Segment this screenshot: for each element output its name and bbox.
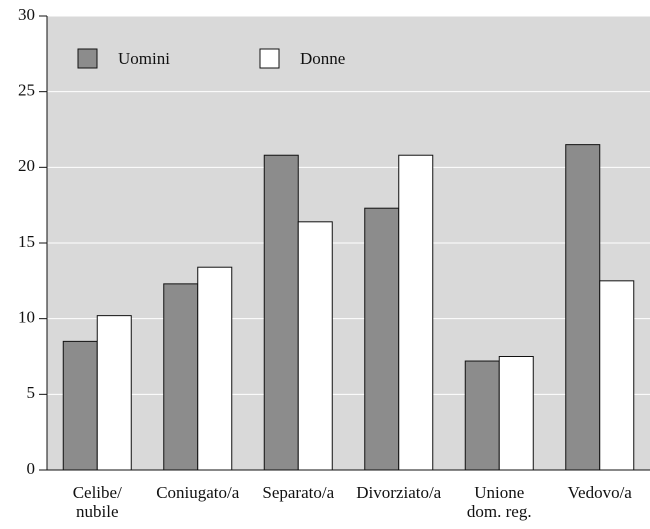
y-tick-label: 5	[27, 383, 36, 402]
bar	[565, 144, 601, 471]
bar	[197, 266, 233, 471]
y-tick-label: 15	[18, 232, 35, 251]
y-tick-label: 30	[18, 5, 35, 24]
y-tick-label: 0	[27, 459, 36, 478]
x-tick-label: Celibe/nubile	[73, 483, 122, 521]
x-tick-label: Divorziato/a	[356, 483, 441, 502]
y-tick-label: 25	[18, 81, 35, 100]
bar	[297, 221, 333, 471]
bar	[163, 283, 199, 471]
bar	[263, 154, 299, 471]
x-tick-label: Vedovo/a	[568, 483, 633, 502]
legend-label: Uomini	[118, 49, 170, 68]
x-tick-label: Unione dom. reg.	[467, 483, 532, 521]
y-tick-label: 20	[18, 156, 35, 175]
bar	[464, 360, 500, 471]
bar	[96, 315, 132, 471]
y-tick-label: 10	[18, 308, 35, 327]
bar	[398, 154, 434, 471]
bar	[364, 207, 400, 471]
legend-swatch	[77, 48, 98, 69]
legend-label: Donne	[300, 49, 345, 68]
bar	[599, 280, 635, 471]
bar	[498, 356, 534, 471]
legend-swatch	[259, 48, 280, 69]
bar	[62, 340, 98, 471]
x-tick-label: Coniugato/a	[156, 483, 240, 502]
x-tick-label: Separato/a	[262, 483, 334, 502]
